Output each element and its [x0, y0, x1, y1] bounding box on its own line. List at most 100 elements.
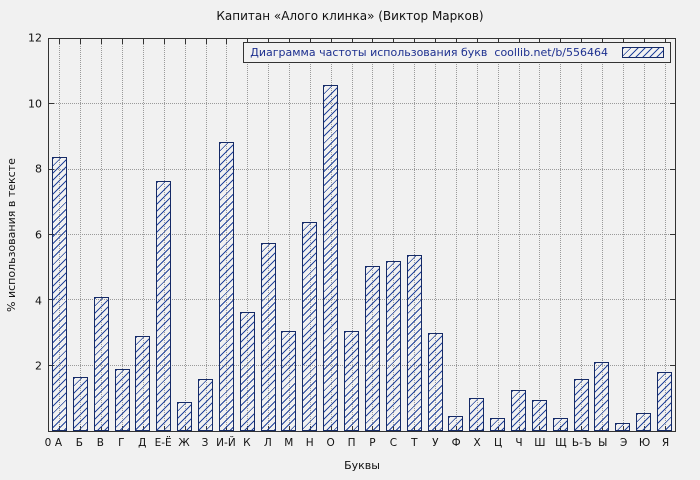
- h-gridline-4: [49, 299, 675, 301]
- legend-label: Диаграмма частоты использования букв coo…: [250, 46, 608, 59]
- y-tick-mark: [670, 299, 675, 301]
- v-gridline-Г: [122, 39, 124, 431]
- bar-Я: [657, 372, 673, 431]
- y-tick-label-12: 12: [28, 31, 42, 45]
- y-tick-mark: [49, 234, 54, 235]
- x-tick-mark: [518, 39, 520, 44]
- x-tick-label-Ч: Ч: [515, 437, 523, 449]
- bar-П: [344, 331, 360, 431]
- v-gridline-Ш: [539, 39, 541, 431]
- x-tick-label-Н: Н: [305, 437, 314, 449]
- bar-Р: [364, 266, 380, 431]
- h-gridline-8: [49, 168, 675, 170]
- bar-Л: [260, 243, 276, 431]
- x-tick-mark: [414, 39, 416, 44]
- bar-А: [51, 156, 67, 431]
- y-tick-label-10: 10: [28, 97, 42, 111]
- v-gridline-Ы: [601, 39, 603, 431]
- x-tick-label-Р: Р: [369, 437, 376, 449]
- bar-Т: [406, 254, 422, 431]
- x-tick-mark: [142, 39, 144, 44]
- bar-И-Й: [218, 141, 234, 431]
- bar-Ф: [448, 416, 464, 431]
- x-tick-mark: [372, 39, 374, 44]
- h-gridline-6: [49, 234, 675, 235]
- y-tick-mark: [49, 103, 54, 105]
- x-tick-mark: [664, 39, 666, 44]
- y-tick-mark: [670, 234, 675, 235]
- x-tick-label-И-Й: И-Й: [216, 437, 236, 449]
- x-tick-mark: [601, 39, 603, 44]
- x-tick-label-Л: Л: [263, 437, 272, 449]
- x-tick-mark: [122, 39, 124, 44]
- v-gridline-Ж: [184, 39, 186, 431]
- y-tick-mark: [49, 168, 54, 170]
- bar-С: [385, 261, 401, 431]
- bar-В: [93, 297, 109, 431]
- x-tick-mark: [101, 39, 103, 44]
- x-tick-mark: [184, 39, 186, 44]
- x-tick-label-Б: Б: [75, 437, 83, 449]
- bar-Х: [469, 398, 485, 431]
- bar-Н: [302, 221, 318, 431]
- x-axis-ticks: 0 А Б В Г Д Е-Ё Ж З И-Й К Л М Н О П Р С Т У Ф Х Ц Ч Ш Щ Ь-Ъ Ы Э Ю Я: [44, 437, 676, 451]
- bar-О: [323, 84, 339, 431]
- bar-Е-Ё: [156, 181, 172, 431]
- v-gridline-Т: [414, 39, 416, 431]
- v-gridline-Я: [664, 39, 666, 431]
- x-tick-mark: [163, 39, 165, 44]
- v-gridline-Х: [476, 39, 478, 431]
- x-tick-label-Ц: Ц: [493, 437, 503, 449]
- v-gridline-К: [247, 39, 249, 431]
- bar-Ы: [594, 362, 610, 431]
- x-tick-label-М: М: [284, 437, 294, 449]
- v-gridline-Э: [622, 39, 624, 431]
- x-tick-label-Ю: Ю: [638, 437, 651, 449]
- x-tick-label-С: С: [389, 437, 398, 449]
- y-tick-label-8: 8: [35, 162, 42, 176]
- v-gridline-З: [205, 39, 207, 431]
- x-tick-label-Г: Г: [118, 437, 125, 449]
- bar-Ш: [531, 399, 547, 431]
- bar-Щ: [552, 417, 568, 431]
- x-tick-label-Э: Э: [619, 437, 628, 449]
- x-tick-mark: [268, 39, 270, 44]
- h-gridline-10: [49, 103, 675, 105]
- x-tick-label-Ь-Ъ: Ь-Ъ: [571, 437, 592, 449]
- bar-Ц: [490, 417, 506, 431]
- plot-area: Диаграмма частоты использования букв coo…: [48, 38, 676, 432]
- v-gridline-Л: [268, 39, 270, 431]
- bar-У: [427, 333, 443, 431]
- origin-tick-label: 0: [44, 437, 52, 449]
- bar-Г: [114, 368, 130, 431]
- x-tick-mark: [393, 39, 395, 44]
- v-gridline-Ф: [455, 39, 457, 431]
- x-tick-mark: [80, 39, 82, 44]
- x-tick-label-Ш: Ш: [534, 437, 546, 449]
- v-gridline-Б: [80, 39, 82, 431]
- y-tick-mark: [670, 364, 675, 366]
- x-tick-mark: [581, 39, 583, 44]
- y-tick-mark: [670, 103, 675, 105]
- y-tick-mark: [670, 168, 675, 170]
- v-gridline-В: [101, 39, 103, 431]
- v-gridline-Р: [372, 39, 374, 431]
- y-tick-label-6: 6: [35, 228, 42, 242]
- bar-М: [281, 331, 297, 431]
- bar-Ч: [510, 390, 526, 431]
- v-gridline-Ю: [643, 39, 645, 431]
- v-gridline-Д: [142, 39, 144, 431]
- x-tick-label-Е-Ё: Е-Ё: [154, 437, 172, 449]
- x-axis-label: Буквы: [344, 459, 380, 472]
- bar-Э: [615, 422, 631, 431]
- x-tick-mark: [497, 39, 499, 44]
- x-tick-label-Х: Х: [473, 437, 481, 449]
- x-tick-mark: [539, 39, 541, 44]
- x-tick-label-Ф: Ф: [451, 437, 461, 449]
- chart-title: Капитан «Алого клинка» (Виктор Марков): [216, 9, 484, 23]
- y-tick-mark: [49, 299, 54, 301]
- x-tick-label-А: А: [54, 437, 63, 449]
- x-tick-label-Щ: Щ: [555, 437, 567, 449]
- bar-Д: [135, 336, 151, 431]
- x-tick-label-Д: Д: [138, 437, 147, 449]
